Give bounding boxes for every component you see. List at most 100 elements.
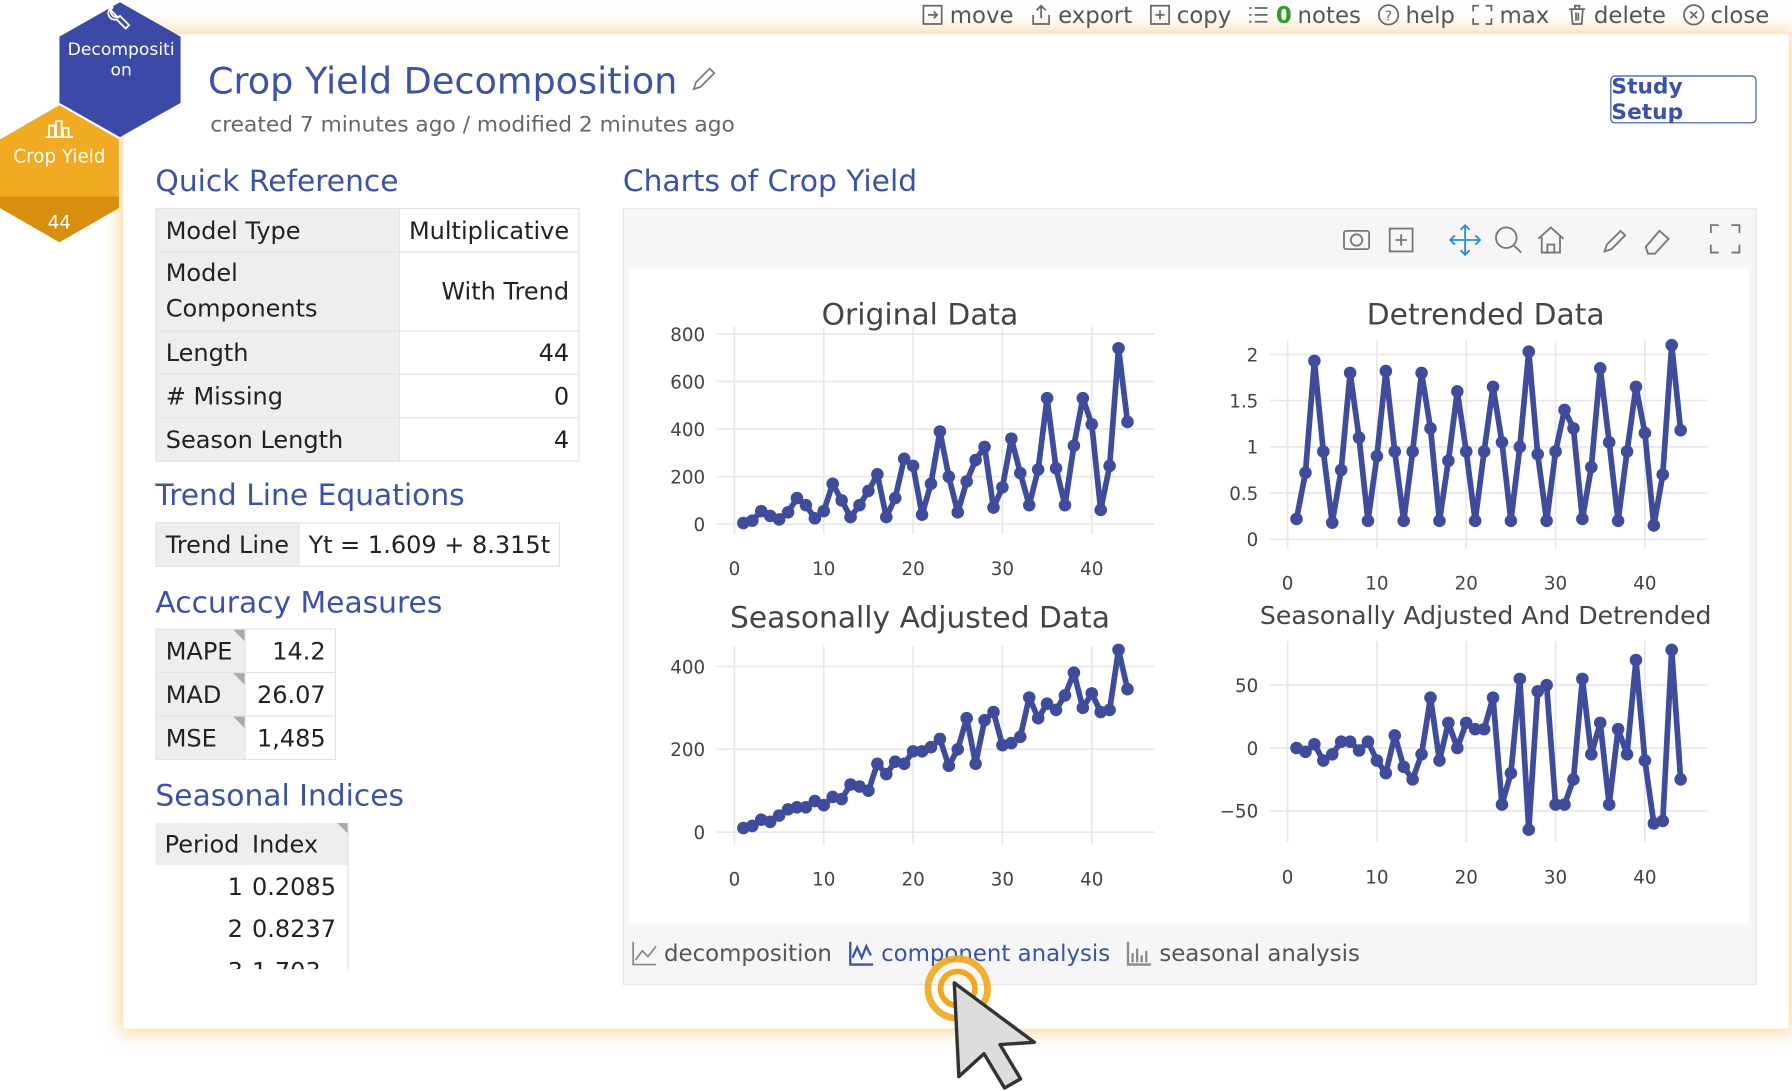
data-point (1486, 380, 1500, 394)
data-point (781, 506, 795, 519)
analysis-hex[interactable] (59, 2, 181, 138)
toolbar-item[interactable]: export (1030, 1, 1132, 29)
data-point (1442, 454, 1455, 468)
cell: MAD (155, 671, 246, 717)
data-point (942, 759, 956, 773)
y-tick-label: 1.5 (1229, 392, 1258, 413)
data-point (1477, 722, 1491, 736)
y-tick-label: 400 (670, 657, 705, 678)
data-point (1593, 716, 1607, 730)
trend-table: Trend Line Yt = 1.609 + 8.315t (155, 522, 561, 567)
data-point (1433, 514, 1446, 528)
data-point (1513, 440, 1527, 454)
data-point (1665, 338, 1678, 352)
x-tick-label: 40 (1633, 867, 1656, 888)
data-point (1022, 691, 1036, 704)
data-point (844, 510, 857, 524)
x-tick-label: 20 (901, 559, 924, 580)
seasonal-table-wrap: Period Index 1 0.2085 2 0.8237 31.703 (155, 822, 349, 969)
fullscreen-icon[interactable] (1709, 224, 1741, 254)
data-point (1602, 798, 1616, 811)
cell: MAPE (155, 628, 246, 674)
zoom-icon[interactable] (1495, 226, 1522, 254)
y-tick-label: 400 (670, 420, 705, 441)
pan-icon[interactable] (1448, 223, 1482, 256)
data-point (1397, 514, 1410, 528)
data-point (1370, 754, 1384, 767)
data-point (1611, 722, 1625, 736)
data-point (1014, 466, 1027, 480)
y-tick-label: −50 (1220, 802, 1259, 823)
data-point (1531, 447, 1544, 461)
toolbar-item[interactable]: move (921, 1, 1014, 29)
data-point (1379, 364, 1393, 378)
cell: With Trend (398, 251, 580, 332)
data-point (862, 784, 875, 797)
data-point (1674, 773, 1687, 786)
cell: 14.2 (244, 628, 337, 674)
study-setup-button[interactable]: Study Setup (1610, 74, 1757, 125)
camera-icon[interactable] (1343, 229, 1371, 251)
data-point (1022, 498, 1036, 512)
edit-icon[interactable] (689, 64, 719, 94)
toolbar-label: copy (1176, 1, 1232, 29)
plot-area (628, 268, 1749, 924)
data-point (1076, 391, 1090, 405)
x-tick-label: 20 (1455, 574, 1478, 595)
table-border (347, 822, 349, 970)
data-point (1406, 773, 1419, 786)
tab-label: seasonal analysis (1159, 939, 1360, 967)
wrench-icon (107, 5, 131, 30)
data-point (1567, 773, 1580, 786)
x-tick-label: 30 (991, 559, 1014, 580)
move-icon (922, 4, 943, 25)
section-heading: Trend Line Equations (155, 478, 465, 514)
data-point (1308, 737, 1321, 751)
toolbar-item[interactable]: max (1471, 1, 1549, 29)
window-toolbar: move export copy 0 notes ? help max delete… (921, 0, 1769, 30)
data-point (969, 757, 982, 771)
dataset-count: 44 (47, 211, 72, 234)
erase-icon[interactable] (1644, 229, 1670, 255)
data-point (1352, 431, 1366, 444)
column-header: Period (164, 830, 240, 858)
data-point (1522, 345, 1536, 358)
data-point (1317, 754, 1330, 767)
data-point (817, 798, 831, 812)
toolbar-item[interactable]: delete (1565, 1, 1666, 29)
tab[interactable]: decomposition (631, 939, 832, 967)
y-tick-label: 0.5 (1229, 484, 1258, 505)
data-point (1067, 666, 1081, 679)
data-point (1343, 366, 1357, 380)
data-point (987, 705, 1000, 719)
home-icon[interactable] (1537, 226, 1565, 254)
data-point (790, 800, 804, 814)
toolbar-item[interactable]: copy (1148, 1, 1232, 29)
y-tick-label: 0 (694, 515, 706, 536)
data-point (1513, 672, 1527, 686)
tab[interactable]: component analysis (848, 939, 1111, 967)
data-point (1308, 354, 1321, 368)
data-point (1067, 439, 1081, 453)
data-point (951, 742, 965, 756)
data-point (746, 819, 759, 833)
data-point (1451, 741, 1464, 755)
y-tick-label: 200 (670, 740, 705, 761)
data-point (1504, 766, 1518, 780)
data-point (1299, 466, 1312, 480)
data-point (1531, 685, 1544, 698)
add-icon[interactable] (1388, 227, 1414, 253)
tab-label: component analysis (881, 939, 1111, 967)
tab[interactable]: seasonal analysis (1126, 939, 1360, 967)
data-point (1576, 512, 1589, 526)
draw-icon[interactable] (1603, 229, 1627, 253)
data-point (772, 809, 786, 822)
toolbar-item[interactable]: ? help (1377, 1, 1455, 29)
toolbar-item[interactable]: close (1682, 1, 1769, 29)
y-tick-label: 50 (1235, 676, 1258, 697)
section-heading: Charts of Crop Yield (622, 164, 918, 199)
chart-title: Detrended Data (1367, 298, 1605, 333)
toolbar-item[interactable]: 0 notes (1247, 1, 1361, 29)
page-title: Crop Yield Decomposition (208, 59, 719, 103)
